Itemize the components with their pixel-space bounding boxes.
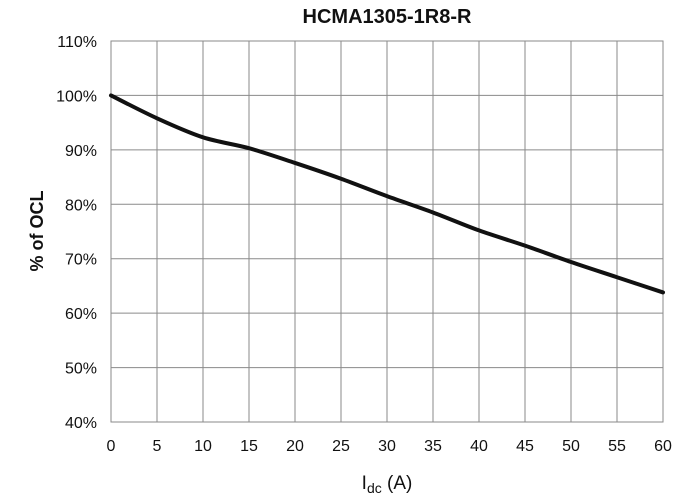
x-tick-label: 55 [608, 438, 626, 455]
x-axis-label-main: I [362, 473, 367, 494]
x-axis-label-unit: (A) [382, 473, 413, 494]
plot-frame [110, 40, 664, 423]
y-tick-label: 110% [57, 34, 97, 51]
x-tick-label: 35 [424, 438, 442, 455]
x-tick-label: 0 [107, 438, 116, 455]
x-tick-label: 45 [516, 438, 534, 455]
y-axis-label: % of OCL [27, 191, 47, 272]
y-axis-ticks: 40% 50% 60% 70% 80% 90% 100% 110% [56, 34, 97, 432]
y-tick-label: 90% [65, 143, 97, 160]
x-axis-ticks: 0 5 10 15 20 25 30 35 40 45 50 55 60 [107, 438, 672, 455]
x-tick-label: 10 [194, 438, 212, 455]
y-tick-label: 80% [65, 197, 97, 214]
y-tick-label: 60% [65, 306, 97, 323]
x-axis-label: Idc (A) [362, 473, 413, 496]
x-tick-label: 20 [286, 438, 304, 455]
x-tick-label: 25 [332, 438, 350, 455]
x-tick-label: 5 [153, 438, 162, 455]
y-tick-label: 100% [56, 88, 97, 105]
x-tick-label: 60 [654, 438, 672, 455]
series-line [109, 93, 665, 295]
y-tick-label: 40% [65, 415, 97, 432]
x-tick-label: 30 [378, 438, 396, 455]
x-tick-label: 15 [240, 438, 258, 455]
x-axis-label-subscript: dc [367, 480, 382, 496]
grid [110, 40, 664, 423]
x-tick-label: 40 [470, 438, 488, 455]
chart-title: HCMA1305-1R8-R [303, 6, 472, 28]
y-tick-label: 50% [65, 361, 97, 378]
x-tick-label: 50 [562, 438, 580, 455]
y-tick-label: 70% [65, 252, 97, 269]
